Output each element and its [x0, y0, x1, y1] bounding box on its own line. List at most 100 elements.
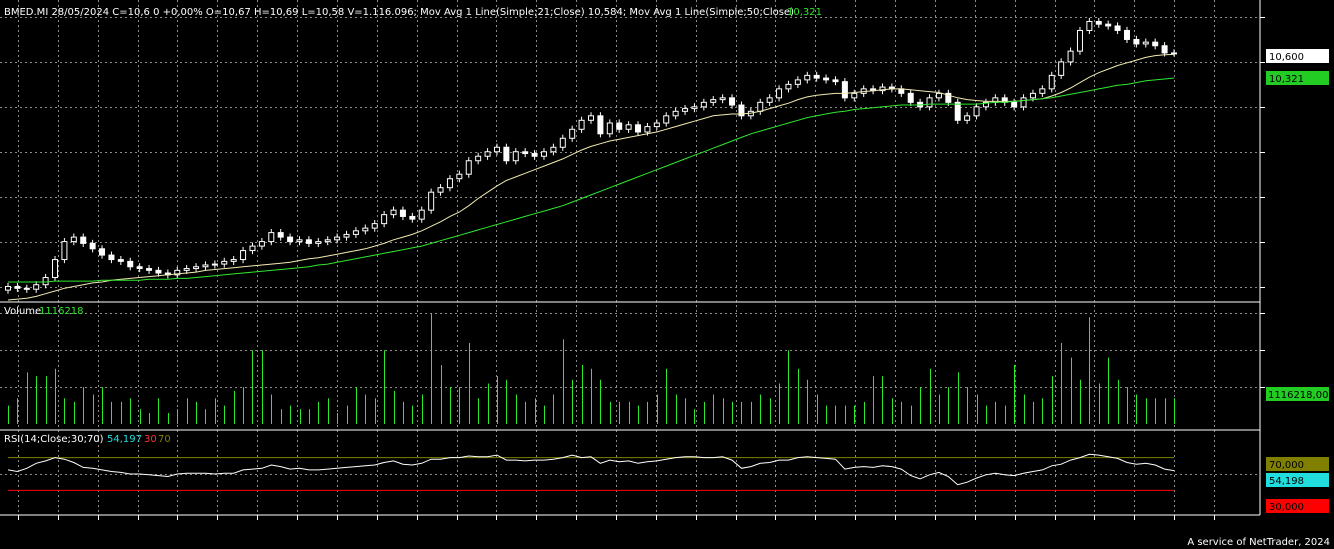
candle-up [456, 173, 463, 180]
candle-down [1105, 23, 1112, 27]
candle-down [1123, 29, 1130, 40]
last-price-box [1266, 49, 1329, 63]
candle-up [926, 97, 933, 108]
candle-up [644, 126, 651, 133]
candle-up [588, 115, 594, 121]
candle-up [691, 106, 698, 110]
candle-up [1048, 74, 1055, 90]
candle-up [1067, 50, 1074, 63]
candle-up [879, 86, 886, 92]
rsi-header-lo: 30 [144, 434, 157, 445]
candle-down [635, 124, 642, 133]
grid-lines [0, 0, 1260, 515]
rsi-hi-box-value: 70,000 [1269, 460, 1304, 471]
volume-header-value: 1116218 [39, 306, 84, 317]
ma50-line [8, 77, 1175, 283]
candle-up [625, 124, 632, 130]
candle-down [1133, 38, 1140, 45]
candle-up [390, 209, 397, 216]
candle-up [578, 119, 585, 130]
candle-down [813, 74, 820, 79]
candle-down [399, 209, 406, 217]
candle-down [136, 266, 143, 270]
candle-up [719, 97, 726, 101]
candle-down [823, 77, 830, 81]
candle-down [1011, 101, 1018, 108]
candle-up [776, 88, 783, 99]
candle-up [1058, 61, 1065, 76]
candle-up [550, 146, 557, 153]
candle-down [832, 79, 839, 83]
candle-down [117, 259, 124, 262]
rsi-box [1266, 473, 1329, 487]
last-price-value: 10,600 [1269, 52, 1304, 63]
rsi-header-hi: 70 [158, 434, 171, 445]
candle-up [428, 191, 435, 211]
candle-down [305, 239, 312, 244]
rsi-lo-box-value: 30,000 [1269, 502, 1304, 513]
candle-up [324, 239, 331, 243]
candle-up [52, 259, 59, 279]
candle-down [277, 232, 284, 238]
candle-up [766, 97, 773, 103]
candle-up [672, 110, 679, 117]
candle-up [663, 115, 670, 124]
ma50-header-value: 10,321 [787, 7, 822, 18]
candle-down [108, 254, 115, 261]
candle-up [785, 83, 792, 90]
candle-up [193, 266, 200, 270]
volume-box-value: 1116218,00 [1268, 390, 1328, 401]
candle-up [352, 230, 359, 235]
candle-up [33, 284, 40, 290]
candle-up [804, 74, 811, 81]
candle-up [42, 277, 49, 286]
candle-up [371, 223, 378, 229]
candle-down [89, 242, 96, 250]
candle-up [211, 263, 218, 266]
candle-up [240, 250, 247, 261]
candle-up [315, 241, 322, 244]
rsi-box-value: 54,198 [1269, 476, 1304, 487]
candle-down [1114, 25, 1121, 31]
candle-down [945, 92, 952, 103]
footer-credit: A service of NetTrader, 2024 [1187, 537, 1330, 548]
candle-down [1161, 45, 1168, 54]
candle-up [61, 241, 68, 261]
candle-up [249, 245, 256, 252]
rsi-header-value: 54,197 [107, 434, 142, 445]
candle-down [23, 287, 30, 290]
ma50-box [1266, 71, 1329, 85]
candle-up [1142, 41, 1149, 45]
candle-up [230, 259, 237, 262]
candle-down [954, 101, 961, 121]
candle-down [503, 146, 510, 162]
candle-up [540, 151, 547, 157]
volume-box [1266, 387, 1329, 401]
candle-up [493, 146, 500, 153]
candle-up [700, 101, 707, 108]
candle-down [738, 104, 745, 117]
candle-up [1020, 97, 1027, 108]
candle-up [437, 187, 444, 193]
candle-up [343, 233, 350, 238]
candle-up [606, 122, 613, 135]
candle-down [841, 81, 848, 99]
volume-panel [8, 313, 1175, 424]
candle-up [653, 122, 660, 128]
candle-down [409, 215, 416, 220]
candle-down [907, 92, 914, 103]
axes [0, 0, 1265, 520]
candle-up [5, 286, 11, 291]
candle-up [1171, 52, 1177, 55]
candle-up [710, 99, 717, 103]
candle-up [70, 236, 77, 243]
candle-down [522, 151, 529, 155]
candle-up [682, 108, 689, 112]
candle-up [794, 79, 801, 85]
candle-up [334, 236, 341, 241]
candle-up [512, 151, 519, 162]
candle-up [757, 101, 764, 112]
candle-up [1029, 92, 1036, 99]
